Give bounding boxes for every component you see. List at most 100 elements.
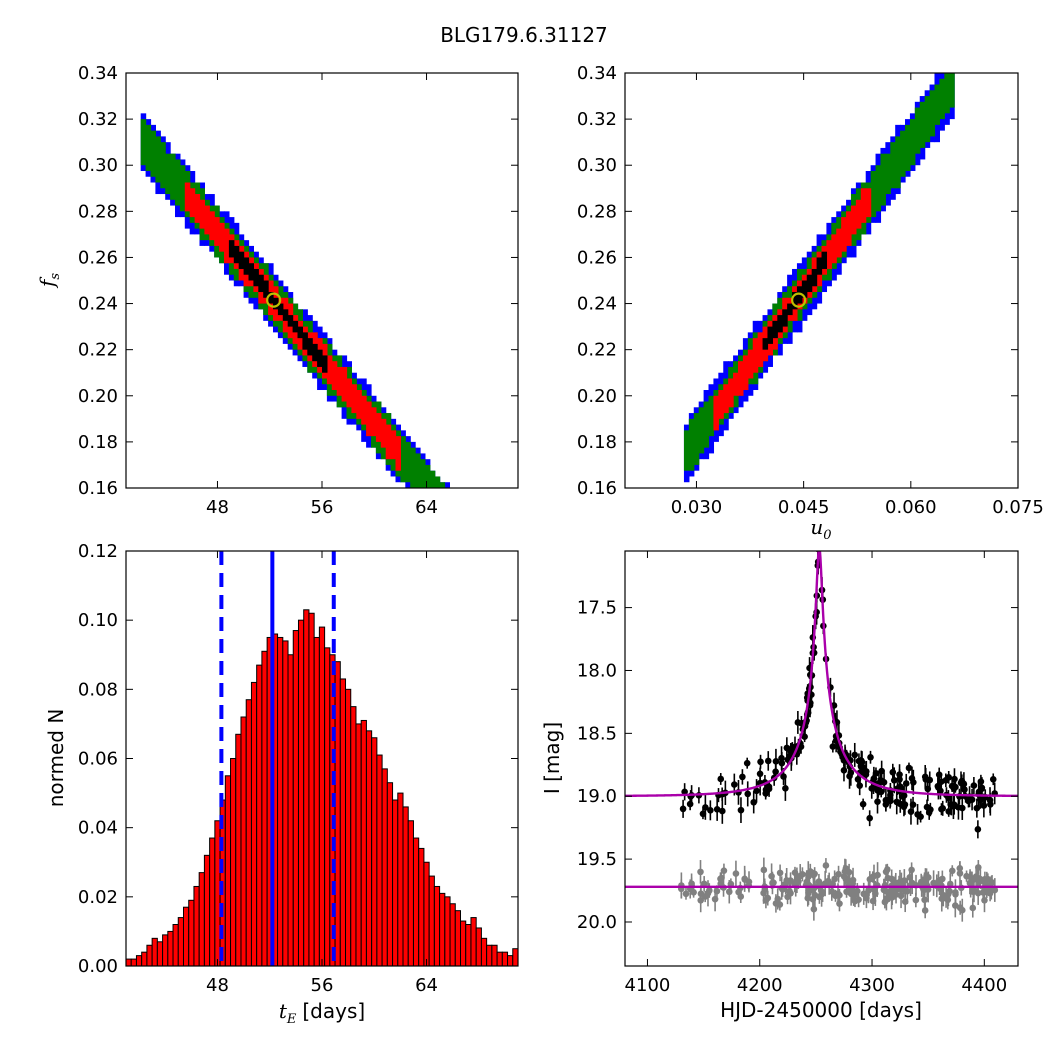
y-tick-label: 19.5	[577, 849, 617, 870]
data-point	[778, 754, 785, 762]
data-point	[921, 773, 929, 781]
data-point	[952, 889, 959, 896]
density-cell-outer	[444, 482, 450, 488]
data-point	[948, 867, 956, 875]
histogram-bar	[188, 899, 195, 966]
density-cell-2-sigma	[150, 130, 156, 177]
y-tick-label: 18.5	[577, 723, 617, 744]
density-cell-2-sigma	[429, 470, 436, 488]
histogram-bar	[491, 944, 498, 966]
data-point	[713, 806, 721, 813]
density-cell-core	[801, 280, 808, 298]
density-cell-1-sigma	[331, 361, 338, 391]
histogram-bar	[146, 944, 153, 966]
data-point	[806, 868, 814, 875]
density-cell-outer	[464, 511, 470, 563]
density-cell-1-sigma	[728, 378, 734, 408]
data-point	[711, 895, 719, 903]
density-cell-2-sigma	[420, 459, 426, 488]
histogram-bar	[480, 937, 488, 966]
data-point	[945, 808, 953, 815]
histogram-bar	[182, 906, 190, 966]
density-cell-core	[248, 263, 254, 281]
data-point	[922, 876, 929, 883]
density-cell-1-sigma	[841, 217, 847, 252]
data-point	[801, 733, 808, 741]
density-cell-2-sigma	[870, 170, 877, 218]
data-point	[725, 888, 733, 896]
density-cell-core	[233, 245, 240, 264]
data-point	[870, 775, 878, 782]
density-cell-2-sigma	[683, 430, 690, 471]
y-tick-label: 0.06	[78, 749, 118, 770]
density-cell-core	[312, 343, 318, 362]
histogram-bar	[224, 775, 232, 966]
data-point	[907, 808, 915, 815]
x-tick-label: 0.045	[778, 497, 830, 518]
density-cell-1-sigma	[390, 430, 397, 460]
data-point	[905, 764, 913, 772]
density-cell-2-sigma	[919, 101, 926, 148]
density-cell-2-sigma	[474, 528, 480, 568]
panel-u0-vs-fs: 0.030 0.045 0.060 0.075 0.16 0.18 0.20 0.22 0.24…	[577, 63, 1044, 543]
density-cell-2-sigma	[880, 153, 886, 206]
x-tick-label: 0.060	[885, 497, 937, 518]
data-point	[791, 869, 799, 877]
density-cell-core	[782, 309, 788, 327]
histogram-bar	[528, 963, 533, 966]
plot-area	[140, 113, 480, 568]
histogram-bar	[297, 619, 305, 966]
density-cell-core	[263, 280, 269, 298]
density-cell-2-sigma	[708, 395, 715, 437]
data-point	[855, 757, 863, 765]
density-cell-1-sigma	[336, 366, 343, 396]
data-point	[981, 897, 988, 904]
density-cell-core	[268, 292, 274, 304]
histogram-bar	[334, 661, 341, 966]
histogram-bar	[193, 885, 200, 966]
histogram-bar	[449, 903, 456, 966]
density-cell-core	[292, 320, 299, 333]
density-cell-core	[796, 286, 803, 304]
data-point	[679, 805, 687, 813]
data-point	[950, 785, 958, 792]
y-tick-label: 0.26	[78, 247, 118, 268]
plot-area	[683, 73, 955, 483]
density-cell-core	[287, 315, 294, 327]
x-axis-label: u0	[810, 515, 831, 543]
histogram-bar	[381, 768, 388, 966]
density-cell-2-sigma	[944, 73, 950, 114]
density-cell-2-sigma	[914, 107, 921, 154]
density-cell-2-sigma	[698, 407, 705, 454]
data-point	[699, 810, 707, 818]
y-axis-label: normed N	[44, 709, 68, 808]
density-cell-core	[792, 292, 798, 310]
y-tick-label: 0.34	[78, 63, 118, 84]
y-tick-label: 0.30	[577, 155, 617, 176]
histogram-bar	[214, 820, 221, 966]
data-point	[880, 779, 888, 786]
x-tick-label: 56	[311, 497, 334, 518]
histogram-bar	[230, 758, 237, 966]
data-point	[900, 803, 908, 811]
data-point	[859, 800, 867, 808]
data-point	[901, 898, 909, 905]
histogram-bar	[345, 688, 352, 966]
density-cell-2-sigma	[405, 441, 411, 483]
density-cell-2-sigma	[895, 136, 901, 189]
density-cell-2-sigma	[939, 78, 945, 120]
density-cell-1-sigma	[371, 407, 377, 437]
density-cell-outer	[439, 482, 446, 488]
y-tick-label: 0.24	[577, 294, 617, 315]
histogram-bar	[428, 875, 435, 966]
density-cell-2-sigma	[439, 482, 446, 488]
histogram-bar	[496, 951, 503, 966]
data-point	[987, 801, 994, 808]
y-tick-label: 0.32	[577, 109, 617, 130]
data-point	[939, 875, 946, 883]
density-cell-2-sigma	[934, 84, 940, 125]
density-cell-1-sigma	[826, 240, 832, 269]
density-cell-core	[297, 326, 303, 339]
histogram-bar	[475, 927, 482, 966]
data-point	[877, 788, 885, 796]
